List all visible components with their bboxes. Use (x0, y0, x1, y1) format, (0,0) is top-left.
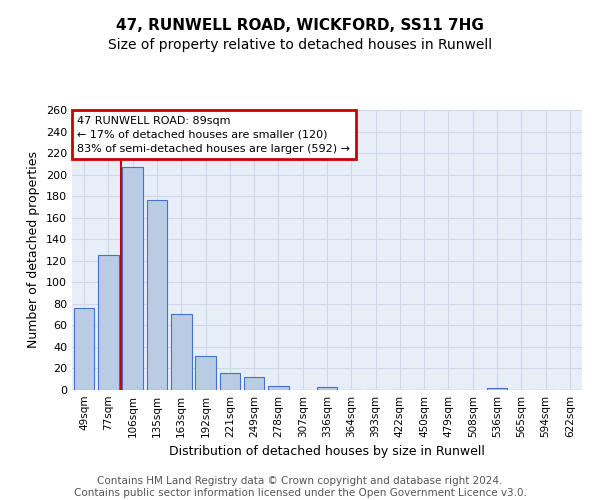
Y-axis label: Number of detached properties: Number of detached properties (28, 152, 40, 348)
Bar (171, 314, 191, 390)
Bar (98, 256, 119, 390)
Bar (317, 387, 337, 390)
Bar (487, 388, 508, 390)
Text: Contains HM Land Registry data © Crown copyright and database right 2024.
Contai: Contains HM Land Registry data © Crown c… (74, 476, 526, 498)
Bar (244, 377, 265, 390)
Text: 47 RUNWELL ROAD: 89sqm
← 17% of detached houses are smaller (120)
83% of semi-de: 47 RUNWELL ROAD: 89sqm ← 17% of detached… (77, 116, 350, 154)
Bar (268, 386, 289, 390)
Bar (146, 200, 167, 390)
Bar (74, 308, 94, 390)
Bar (122, 167, 143, 390)
Bar (220, 373, 240, 390)
Text: 47, RUNWELL ROAD, WICKFORD, SS11 7HG: 47, RUNWELL ROAD, WICKFORD, SS11 7HG (116, 18, 484, 32)
X-axis label: Distribution of detached houses by size in Runwell: Distribution of detached houses by size … (169, 446, 485, 458)
Bar (195, 356, 216, 390)
Text: Size of property relative to detached houses in Runwell: Size of property relative to detached ho… (108, 38, 492, 52)
